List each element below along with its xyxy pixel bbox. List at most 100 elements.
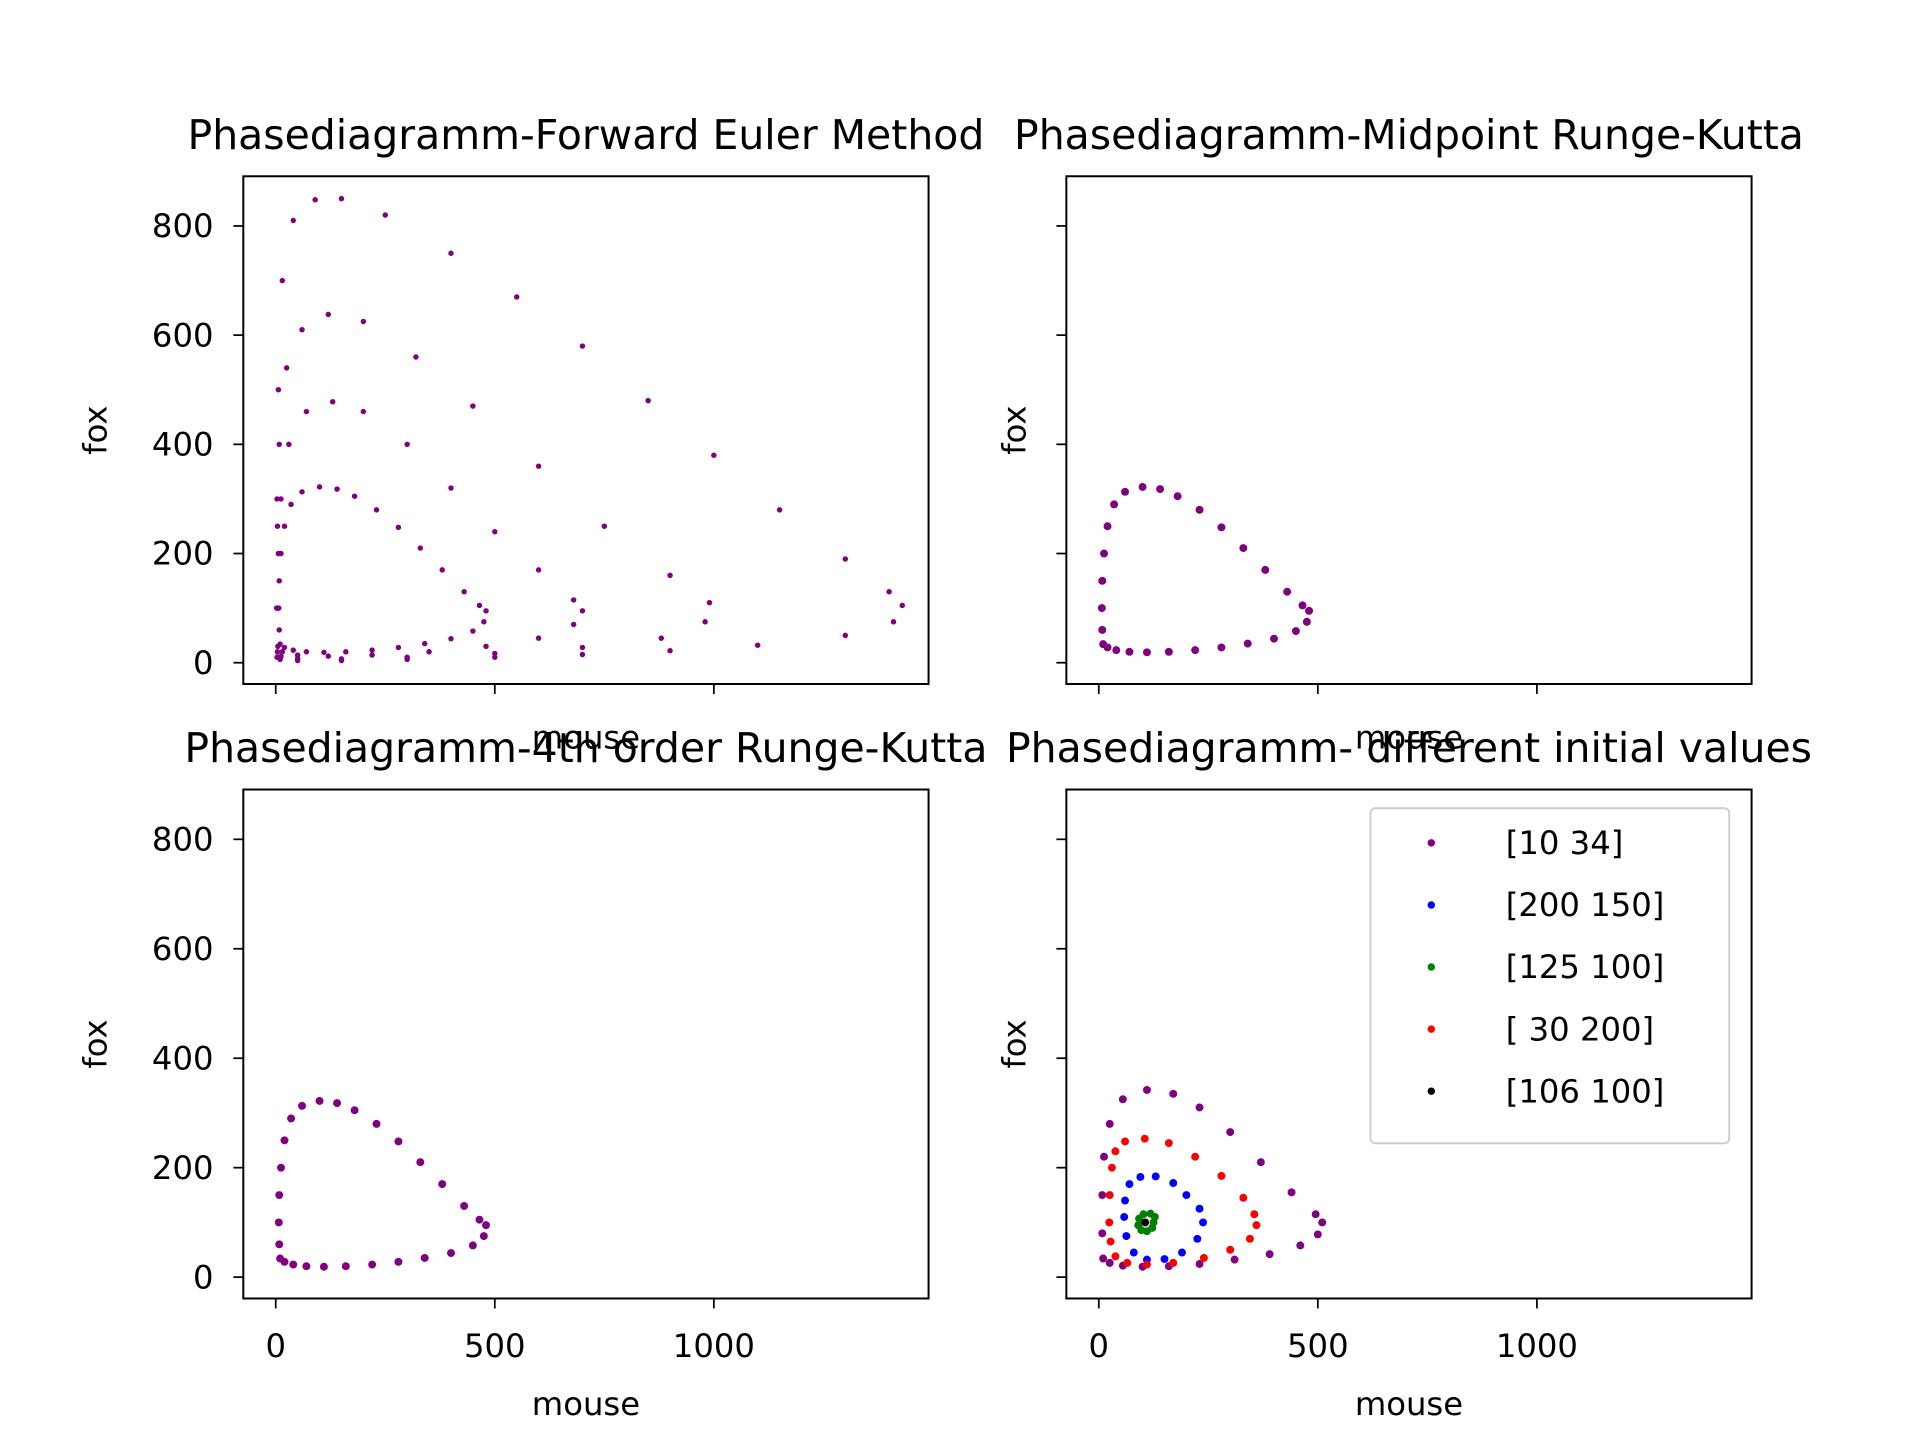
point xyxy=(776,507,783,513)
point xyxy=(417,545,424,551)
point xyxy=(1097,604,1106,613)
point xyxy=(1120,1212,1129,1221)
point xyxy=(1261,565,1270,574)
point xyxy=(535,635,542,641)
point xyxy=(1296,1241,1305,1250)
point xyxy=(1121,1196,1130,1205)
point xyxy=(1121,1137,1130,1146)
point xyxy=(890,619,897,625)
point xyxy=(315,1096,324,1105)
y-tick-label: 800 xyxy=(152,207,214,245)
point xyxy=(1164,647,1173,656)
point xyxy=(372,1119,381,1128)
point xyxy=(1243,639,1252,648)
point xyxy=(281,523,288,529)
axes-frame xyxy=(1065,175,1753,685)
point xyxy=(1226,1245,1235,1254)
point xyxy=(1140,1134,1149,1143)
point xyxy=(1217,1171,1226,1180)
point xyxy=(1291,627,1300,636)
point xyxy=(321,649,327,656)
point xyxy=(1146,1209,1155,1218)
point xyxy=(492,650,498,657)
point xyxy=(1298,601,1307,610)
point xyxy=(298,1101,306,1110)
legend-label: [200 150] xyxy=(1506,886,1665,924)
point xyxy=(482,1221,491,1230)
point xyxy=(1173,492,1182,501)
point xyxy=(290,217,296,224)
point xyxy=(1100,549,1108,558)
point xyxy=(706,599,713,606)
x-axis-label: mouse xyxy=(532,719,640,757)
point xyxy=(1141,1218,1150,1227)
point xyxy=(286,441,292,448)
point xyxy=(448,635,454,642)
point xyxy=(329,399,336,405)
axes-frame xyxy=(242,788,930,1300)
point xyxy=(667,572,673,579)
point xyxy=(476,602,483,609)
point xyxy=(483,643,489,650)
legend-marker xyxy=(1427,839,1436,847)
point xyxy=(1191,646,1200,655)
point xyxy=(1151,1172,1160,1181)
axes-frame xyxy=(1065,788,1753,1300)
point xyxy=(475,1215,484,1224)
point xyxy=(1106,1237,1115,1246)
point xyxy=(1195,1260,1204,1268)
point xyxy=(1129,1248,1138,1257)
point xyxy=(1302,617,1311,626)
point xyxy=(579,608,586,614)
y-axis-label: fox xyxy=(995,1019,1033,1068)
point xyxy=(274,496,280,502)
point xyxy=(754,642,761,648)
subplot-title: Phasediagramm-4th order Runge-Kutta xyxy=(184,724,987,772)
point xyxy=(1226,1128,1235,1137)
point xyxy=(1178,1248,1186,1257)
point xyxy=(294,657,301,664)
legend-label: [ 30 200] xyxy=(1506,1010,1654,1048)
point xyxy=(447,1249,455,1258)
point xyxy=(1239,1193,1248,1202)
point xyxy=(1100,1152,1108,1161)
point xyxy=(274,649,281,655)
point xyxy=(1270,634,1278,643)
point xyxy=(1217,523,1226,532)
legend: [10 34] [200 150] [125 100] [ 30 200] [106 1… xyxy=(1369,807,1731,1145)
point xyxy=(420,1254,429,1262)
point xyxy=(395,524,402,531)
point xyxy=(395,644,402,651)
point xyxy=(1111,1252,1120,1261)
point xyxy=(290,647,296,653)
point xyxy=(468,1241,477,1250)
legend-label: [125 100] xyxy=(1506,948,1665,986)
point xyxy=(1112,646,1121,655)
point xyxy=(283,365,290,371)
point xyxy=(1169,1089,1178,1098)
point xyxy=(316,484,323,490)
point xyxy=(276,627,282,633)
point xyxy=(1160,1255,1169,1264)
point xyxy=(275,1191,284,1200)
point xyxy=(1110,500,1119,509)
point xyxy=(273,605,280,611)
point xyxy=(601,523,608,529)
point xyxy=(360,318,367,325)
y-tick-label: 400 xyxy=(152,1039,214,1077)
point xyxy=(279,649,286,655)
point xyxy=(579,651,586,658)
point xyxy=(421,640,428,647)
point xyxy=(312,197,318,203)
y-tick-label: 800 xyxy=(152,820,214,858)
point xyxy=(438,1180,447,1189)
point xyxy=(1105,1258,1114,1267)
point xyxy=(448,250,454,256)
x-tick-label: 0 xyxy=(1088,1327,1109,1365)
point xyxy=(1142,1260,1151,1269)
point xyxy=(439,567,445,573)
y-tick-label: 0 xyxy=(193,1258,214,1296)
point xyxy=(448,485,454,491)
x-tick-label: 500 xyxy=(1287,1327,1349,1365)
